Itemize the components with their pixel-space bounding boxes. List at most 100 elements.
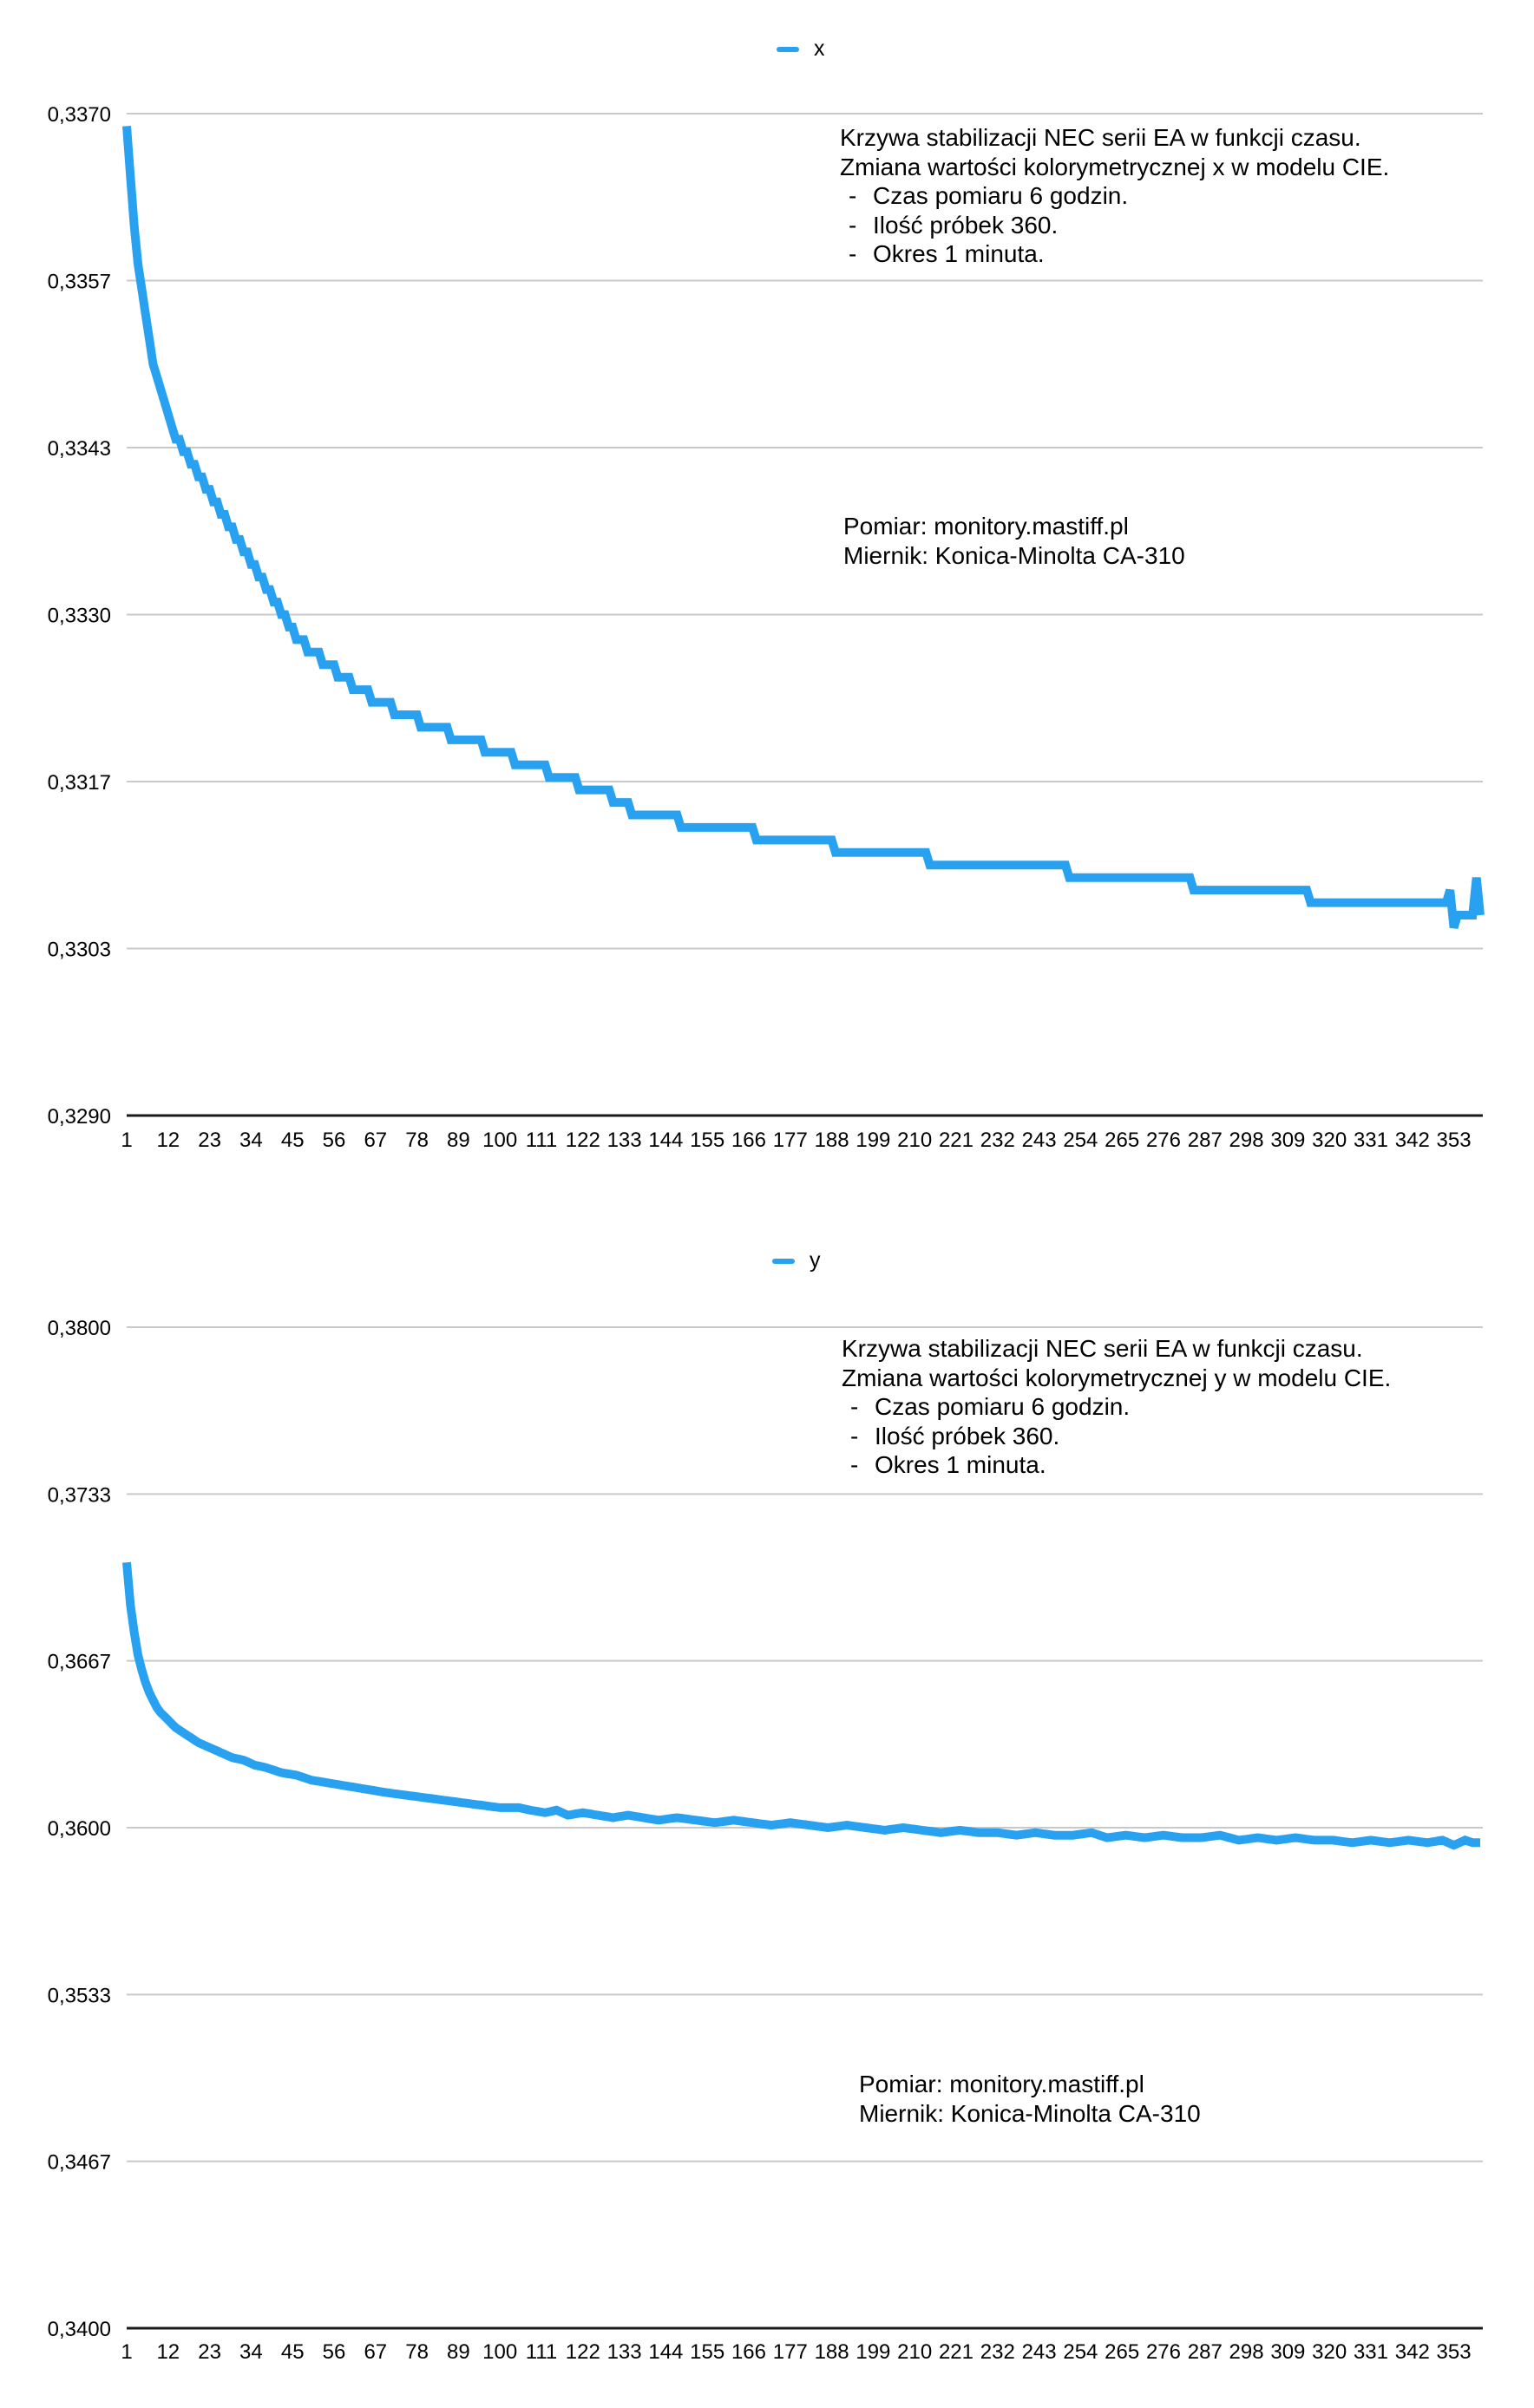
x-tick-label: 78 [405, 2340, 429, 2364]
x-tick-label: 12 [156, 1129, 180, 1152]
x-tick-label: 320 [1312, 1129, 1347, 1152]
x-tick-label: 144 [648, 2340, 683, 2364]
x-tick-label: 89 [447, 1129, 470, 1152]
x-tick-label: 78 [405, 1129, 429, 1152]
y-tick-label: 0,3667 [48, 1651, 111, 1674]
annotation-bullet: - Okres 1 minuta. [842, 1450, 1391, 1480]
chart-x-annotation: Krzywa stabilizacji NEC serii EA w funkc… [840, 123, 1389, 269]
bullet-dash: - [849, 182, 857, 209]
x-tick-label: 133 [607, 2340, 642, 2364]
x-tick-label: 298 [1229, 1129, 1264, 1152]
x-tick-label: 210 [897, 1129, 932, 1152]
x-tick-label: 111 [526, 1129, 557, 1152]
x-tick-label: 45 [281, 1129, 305, 1152]
x-tick-label: 287 [1188, 1129, 1223, 1152]
series-line-y [122, 1561, 1480, 1850]
x-tick-label: 56 [323, 1129, 346, 1152]
x-tick-label: 122 [566, 1129, 600, 1152]
annotation-title-line: Zmiana wartości kolorymetrycznej y w mod… [842, 1364, 1392, 1391]
x-tick-label: 166 [731, 1129, 766, 1152]
x-tick-label: 122 [566, 2340, 600, 2364]
x-tick-label: 166 [731, 2340, 766, 2364]
x-tick-label: 232 [980, 2340, 1015, 2364]
source-line: Miernik: Konica-Minolta CA-310 [859, 2099, 1201, 2127]
x-tick-label: 298 [1229, 2340, 1264, 2364]
y-tick-label: 0,3800 [48, 1317, 111, 1340]
annotation-bullet: - Okres 1 minuta. [840, 239, 1389, 269]
legend-line-swatch-icon [772, 1258, 795, 1264]
annotation-bullet: - Czas pomiaru 6 godzin. [840, 181, 1389, 211]
y-tick-label: 0,3317 [48, 771, 111, 795]
x-tick-label: 309 [1270, 1129, 1305, 1152]
x-tick-label: 1 [121, 2340, 132, 2364]
x-tick-label: 67 [364, 2340, 387, 2364]
x-tick-label: 100 [482, 1129, 517, 1152]
x-tick-label: 12 [156, 2340, 180, 2364]
y-tick-label: 0,3330 [48, 605, 111, 628]
x-tick-label: 177 [773, 1129, 808, 1152]
x-tick-label: 287 [1188, 2340, 1223, 2364]
x-tick-label: 155 [690, 1129, 724, 1152]
x-tick-label: 177 [773, 2340, 808, 2364]
x-tick-label: 210 [897, 2340, 932, 2364]
bullet-dash: - [850, 1393, 859, 1420]
x-tick-label: 45 [281, 2340, 305, 2364]
legend-line-swatch-icon [777, 46, 799, 52]
annotation-bullet-text: Okres 1 minuta. [875, 1451, 1046, 1478]
y-tick-label: 0,3533 [48, 1984, 111, 2007]
x-tick-label: 133 [607, 1129, 642, 1152]
x-tick-label: 342 [1395, 2340, 1430, 2364]
annotation-bullet-text: Ilość próbek 360. [875, 1422, 1060, 1449]
y-tick-label: 0,3357 [48, 271, 111, 294]
annotation-bullet-text: Ilość próbek 360. [873, 211, 1059, 239]
legend-y: y [772, 1250, 821, 1272]
x-tick-label: 342 [1395, 1129, 1430, 1152]
x-tick-label: 331 [1354, 2340, 1388, 2364]
x-tick-label: 221 [939, 2340, 974, 2364]
y-tick-label: 0,3370 [48, 103, 111, 127]
x-tick-label: 1 [121, 1129, 132, 1152]
x-tick-label: 254 [1063, 2340, 1098, 2364]
x-tick-label: 265 [1105, 1129, 1139, 1152]
x-tick-label: 23 [198, 1129, 221, 1152]
x-tick-label: 276 [1146, 2340, 1181, 2364]
x-tick-label: 144 [648, 1129, 683, 1152]
annotation-bullet-text: Czas pomiaru 6 godzin. [875, 1393, 1131, 1420]
bullet-dash: - [850, 1422, 859, 1449]
x-tick-label: 265 [1105, 2340, 1139, 2364]
x-tick-label: 155 [690, 2340, 724, 2364]
bullet-dash: - [849, 211, 857, 239]
chart-y-source: Pomiar: monitory.mastiff.pl Miernik: Kon… [859, 2070, 1201, 2128]
y-tick-label: 0,3290 [48, 1105, 111, 1129]
source-line: Pomiar: monitory.mastiff.pl [859, 2071, 1144, 2097]
x-tick-label: 23 [198, 2340, 221, 2364]
x-tick-label: 320 [1312, 2340, 1347, 2364]
bullet-dash: - [850, 1451, 859, 1478]
x-tick-label: 34 [239, 1129, 263, 1152]
x-tick-label: 199 [856, 1129, 890, 1152]
x-tick-label: 100 [482, 2340, 517, 2364]
source-line: Miernik: Konica-Minolta CA-310 [843, 541, 1185, 569]
x-tick-label: 111 [526, 2340, 557, 2364]
y-tick-label: 0,3600 [48, 1817, 111, 1841]
y-tick-label: 0,3343 [48, 437, 111, 461]
annotation-bullet: - Czas pomiaru 6 godzin. [842, 1392, 1391, 1422]
x-tick-label: 221 [939, 1129, 974, 1152]
source-line: Pomiar: monitory.mastiff.pl [843, 513, 1129, 540]
annotation-bullet-text: Czas pomiaru 6 godzin. [873, 182, 1129, 209]
annotation-title-line: Zmiana wartości kolorymetrycznej x w mod… [840, 153, 1390, 180]
chart-x-source: Pomiar: monitory.mastiff.pl Miernik: Kon… [843, 512, 1185, 570]
annotation-bullet: - Ilość próbek 360. [840, 211, 1389, 240]
x-tick-label: 243 [1022, 2340, 1057, 2364]
legend-label: x [814, 36, 825, 61]
x-tick-label: 276 [1146, 1129, 1181, 1152]
series-line-x [122, 126, 1485, 929]
x-tick-label: 353 [1437, 1129, 1472, 1152]
chart-y-annotation: Krzywa stabilizacji NEC serii EA w funkc… [842, 1334, 1391, 1480]
x-tick-label: 199 [856, 2340, 890, 2364]
annotation-bullet: - Ilość próbek 360. [842, 1422, 1391, 1451]
x-tick-label: 353 [1437, 2340, 1472, 2364]
x-tick-label: 188 [815, 1129, 849, 1152]
x-tick-label: 331 [1354, 1129, 1388, 1152]
